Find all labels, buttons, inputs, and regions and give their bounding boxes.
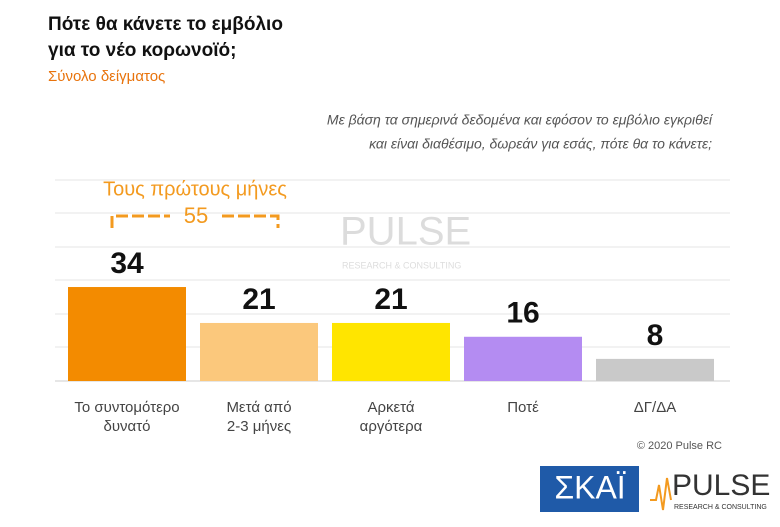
bar [68, 287, 186, 381]
watermark-text: RESEARCH & CONSULTING [342, 260, 461, 270]
x-tick-label: ΔΓ/ΔΑ [633, 399, 677, 416]
question: Με βάση τα σημερινά δεδομένα και εφόσον … [327, 112, 714, 128]
x-tick-label: Το συντομότερο δυνατό [74, 399, 180, 435]
value-label: 34 [110, 247, 144, 280]
x-tick-label: Ποτέ [507, 399, 539, 416]
pulse-logo-text: PULSE [672, 469, 770, 502]
value-label: 21 [242, 283, 275, 316]
subtitle: Σύνολο δείγματος [48, 68, 165, 85]
bracket [110, 214, 280, 228]
value-label: 8 [647, 319, 664, 352]
bar [200, 322, 318, 381]
watermark: PULSE RESEARCH & CONSULTING [340, 210, 471, 271]
chart-title: για το νέο κορωνοϊό; [48, 40, 236, 61]
bar [332, 322, 450, 381]
bar [596, 358, 714, 381]
bracket-label: Τους πρώτους μήνες [103, 178, 287, 200]
skai-logo [540, 466, 639, 512]
x-tick-label: Αρκετά αργότερα [359, 399, 423, 435]
x-tick-label: Μετά από 2-3 μήνες [226, 399, 292, 435]
copyright: © 2020 Pulse RC [637, 440, 722, 452]
pulse-logo-icon [650, 477, 672, 511]
bracket-value: 55 [184, 203, 208, 228]
pulse-logo-sub: RESEARCH & CONSULTING [674, 504, 767, 511]
value-label: 16 [506, 297, 539, 330]
watermark-text: PULSE [340, 210, 471, 254]
skai-logo-text: ΣΚΑΪ [554, 469, 625, 505]
chart-title: Πότε θα κάνετε το εμβόλιο [48, 14, 283, 35]
bar [464, 336, 582, 381]
question: και είναι διαθέσιμο, δωρεάν για εσάς, πό… [369, 136, 712, 152]
value-label: 21 [374, 283, 407, 316]
